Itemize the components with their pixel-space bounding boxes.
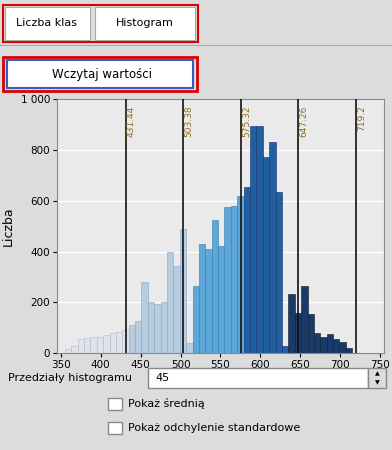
Bar (161, 302, 167, 353)
Bar (5, 7, 90, 40)
Text: 45: 45 (155, 373, 169, 383)
Bar (282, 346, 289, 353)
Bar (231, 206, 237, 353)
Bar (269, 142, 276, 353)
Bar (65, 350, 71, 353)
Bar (225, 207, 231, 353)
Bar (333, 339, 339, 353)
Text: Przedziały histogramu: Przedziały histogramu (8, 373, 132, 383)
Text: 503.38: 503.38 (185, 105, 194, 137)
Bar (320, 337, 327, 353)
Text: 719.2: 719.2 (357, 105, 366, 131)
Bar (368, 368, 386, 388)
Bar (237, 196, 244, 353)
Bar (97, 337, 103, 353)
Bar (95, 7, 195, 40)
Bar (167, 252, 173, 353)
Bar (346, 348, 352, 353)
Text: Pokaż odchylenie standardowe: Pokaż odchylenie standardowe (128, 423, 300, 433)
Text: Wczytaj wartości: Wczytaj wartości (52, 68, 152, 81)
Text: Liczba klas: Liczba klas (16, 18, 78, 28)
Bar (78, 339, 84, 353)
Bar (116, 332, 122, 353)
Bar (192, 286, 199, 353)
Bar (109, 333, 116, 353)
Bar (186, 343, 192, 353)
Bar (180, 229, 186, 353)
Bar (135, 321, 142, 353)
Bar (71, 346, 78, 353)
Text: Pokaż średnią: Pokaż średnią (128, 398, 205, 410)
Bar (244, 187, 250, 353)
Bar (289, 293, 295, 353)
Text: Histogram: Histogram (116, 18, 174, 28)
Text: ▼: ▼ (375, 380, 379, 385)
Bar (3, 57, 197, 91)
Bar (154, 304, 161, 353)
Text: 647.26: 647.26 (299, 105, 309, 137)
Text: 431.44: 431.44 (127, 105, 136, 137)
Bar (307, 314, 314, 353)
Bar (108, 398, 122, 410)
Bar (218, 247, 225, 353)
Text: 575.32: 575.32 (242, 105, 251, 137)
Bar (7, 60, 192, 88)
Bar (327, 334, 333, 353)
Bar (91, 337, 97, 353)
Bar (199, 244, 205, 353)
Bar (250, 126, 256, 353)
Bar (122, 330, 129, 353)
Bar (295, 313, 301, 353)
Bar (148, 368, 368, 388)
Bar (148, 302, 154, 353)
Bar (129, 325, 135, 353)
Bar (173, 266, 180, 353)
Y-axis label: Liczba: Liczba (2, 206, 15, 246)
Bar (301, 286, 307, 353)
Bar (103, 335, 109, 353)
Bar (205, 249, 212, 353)
Bar (84, 338, 91, 353)
Bar (212, 220, 218, 353)
Bar (314, 333, 320, 353)
Bar (3, 5, 198, 42)
Bar (263, 158, 269, 353)
Bar (339, 342, 346, 353)
Bar (256, 126, 263, 353)
Text: ▲: ▲ (375, 371, 379, 376)
Bar (108, 422, 122, 434)
Bar (142, 282, 148, 353)
Bar (276, 192, 282, 353)
